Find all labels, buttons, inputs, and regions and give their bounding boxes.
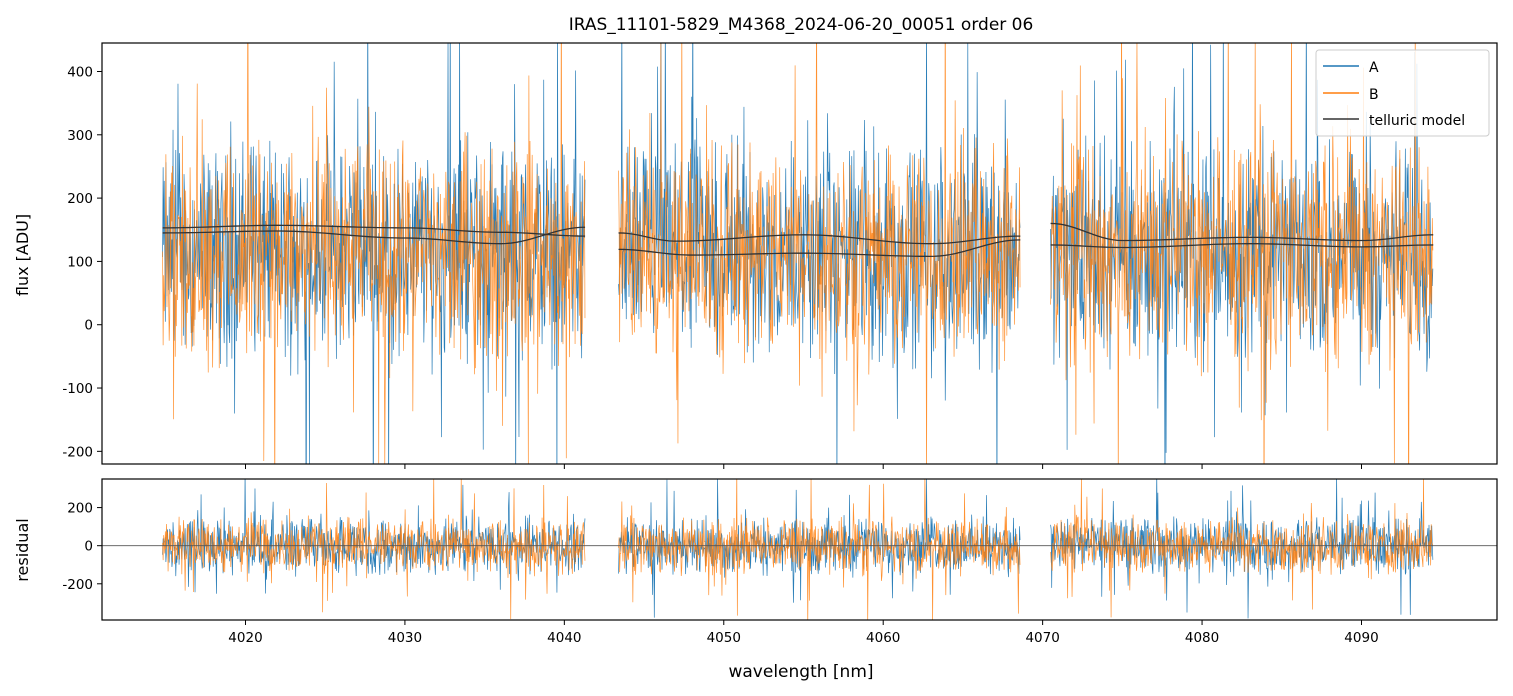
y-tick-label: -100 [62, 381, 93, 397]
legend-entry-a: A [1323, 60, 1379, 76]
x-tick-label: 4040 [547, 630, 581, 646]
y-tick-label: -200 [62, 577, 93, 593]
flux-x-axis [244, 464, 1362, 469]
y-tick-label: 400 [67, 64, 93, 80]
y-tick-label: 0 [84, 318, 93, 334]
series-b-segment-2 [618, 43, 1021, 464]
flux-y-axis-label: flux [ADU] [13, 214, 32, 296]
series-a-segment-1 [162, 479, 586, 594]
x-tick-label: 4090 [1344, 630, 1378, 646]
y-tick-label: 200 [67, 191, 93, 207]
x-tick-label: 4020 [228, 630, 262, 646]
telluric-model-curve-4 [618, 239, 1021, 258]
residual-y-axis-label: residual [13, 518, 32, 581]
x-tick-label: 4030 [388, 630, 422, 646]
series-b-segment-2 [618, 479, 1021, 620]
residual-panel: -200 0 200 4020 4030 4040 4050 4060 4070 4080 409… [13, 478, 1498, 682]
telluric-model-curve-3 [618, 232, 1021, 245]
y-tick-label: 300 [67, 128, 93, 144]
flux-y-axis: -200 -100 0 100 200 300 400 [62, 64, 102, 460]
flux-axes-frame [101, 42, 1498, 465]
x-tick-label: 4080 [1185, 630, 1219, 646]
residual-data-area [102, 479, 1497, 620]
x-tick-label: 4060 [866, 630, 900, 646]
series-b-segment-3 [1050, 479, 1434, 618]
telluric-model-curve-6 [1050, 243, 1434, 249]
telluric-model-curve-5 [1050, 222, 1434, 242]
y-tick-label: 0 [84, 539, 93, 555]
series-b-segment-3 [1050, 43, 1434, 464]
legend-label-a: A [1369, 60, 1379, 76]
chart-title: IRAS_11101-5829_M4368_2024-06-20_00051 o… [569, 15, 1034, 35]
x-axis-label: wavelength [nm] [728, 662, 873, 682]
legend-entry-telluric-model: telluric model [1323, 113, 1465, 129]
x-tick-label: 4070 [1025, 630, 1059, 646]
legend-label-b: B [1369, 87, 1379, 103]
telluric-model-curve-2 [162, 226, 586, 245]
series-a-segment-1 [162, 43, 586, 464]
y-tick-label: 100 [67, 254, 93, 270]
flux-data-area [162, 43, 1434, 464]
series-a-segment-3 [1050, 43, 1434, 464]
flux-panel: -200 -100 0 100 200 300 400 flux [ADU] [13, 42, 1498, 469]
legend-label-telluric-model: telluric model [1369, 113, 1465, 129]
series-b-segment-1 [162, 479, 586, 620]
y-tick-label: -200 [62, 444, 93, 460]
residual-axes-frame [101, 478, 1498, 621]
legend-entry-b: B [1323, 87, 1379, 103]
residual-x-axis: 4020 4030 4040 4050 4060 4070 4080 4090 [228, 620, 1379, 646]
telluric-model-curve-1 [162, 224, 586, 237]
x-tick-label: 4050 [707, 630, 741, 646]
y-tick-label: 200 [67, 501, 93, 517]
legend-box [1315, 49, 1490, 137]
legend: A B telluric model [1315, 49, 1490, 137]
series-b-segment-1 [162, 43, 586, 464]
residual-y-axis: -200 0 200 [62, 501, 102, 593]
